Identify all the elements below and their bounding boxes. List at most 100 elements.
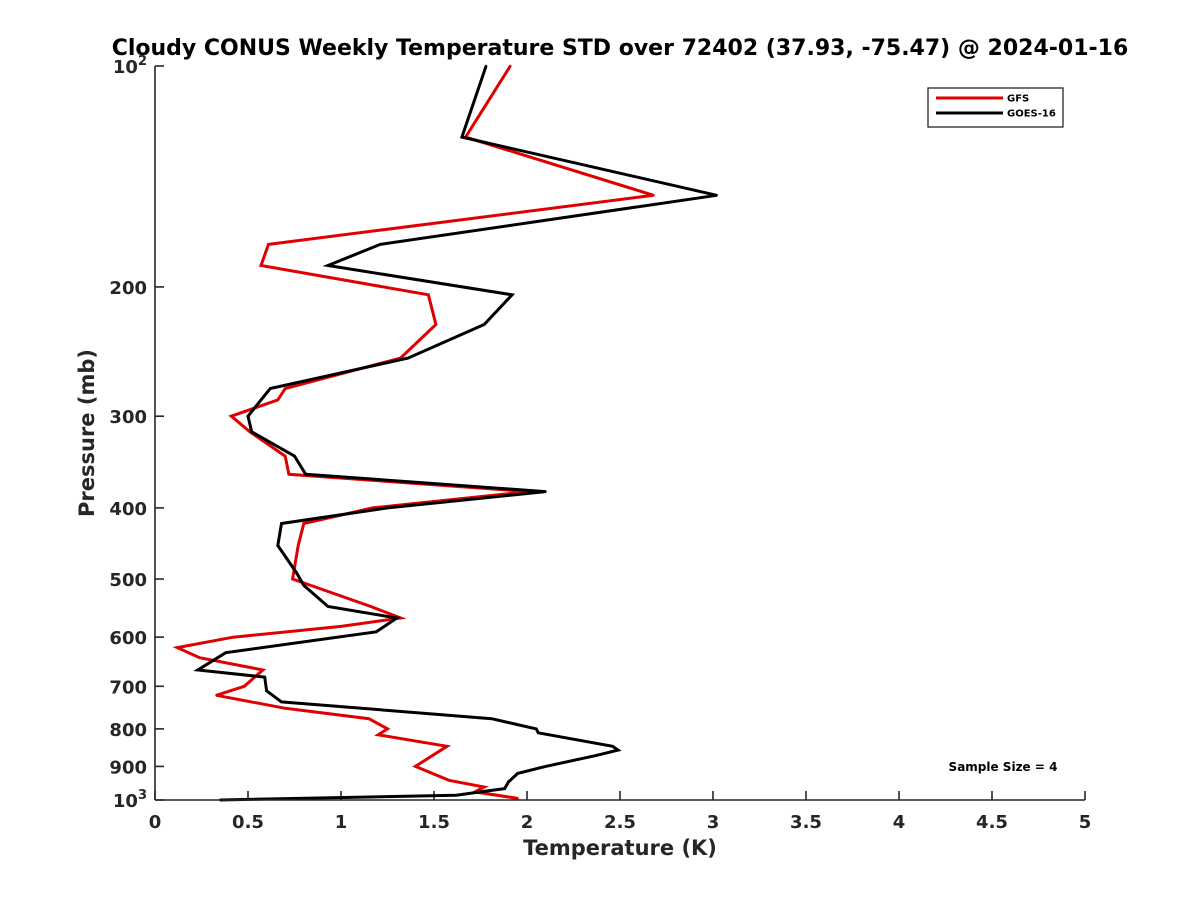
data-point-goes-16 <box>507 780 510 784</box>
data-point-goes-16 <box>224 651 227 654</box>
data-point-gfs <box>414 765 417 768</box>
sample-size-annotation: Sample Size = 4 <box>949 760 1058 774</box>
data-point-goes-16 <box>479 790 482 794</box>
data-point-goes-16 <box>293 454 296 458</box>
data-point-goes-16 <box>378 243 382 246</box>
series-line-gfs <box>172 65 654 800</box>
series-gfs <box>172 64 655 800</box>
data-point-gfs <box>447 779 451 782</box>
data-point-gfs <box>652 194 655 197</box>
legend-label: GOES-16 <box>1007 109 1056 120</box>
data-point-goes-16 <box>544 490 547 493</box>
y-tick-base: 10 <box>113 791 138 812</box>
y-tick-base: 10 <box>113 57 138 78</box>
data-point-gfs <box>339 625 343 628</box>
data-point-goes-16 <box>304 473 307 476</box>
data-point-goes-16 <box>265 689 268 693</box>
y-tick-label: 400 <box>109 499 147 520</box>
x-tick-label: 5 <box>1079 812 1092 833</box>
data-point-gfs <box>284 387 287 390</box>
y-tick-label: 500 <box>109 570 147 591</box>
data-point-gfs <box>259 264 263 267</box>
x-tick-label: 1 <box>335 812 348 833</box>
data-point-goes-16 <box>536 731 540 735</box>
y-tick-label: 600 <box>109 628 147 649</box>
data-point-goes-16 <box>295 571 298 574</box>
x-tick-label: 2.5 <box>604 812 636 833</box>
series-goes-16 <box>193 64 718 802</box>
data-point-gfs <box>215 694 218 697</box>
x-tick-label: 2 <box>521 812 534 833</box>
data-point-goes-16 <box>594 754 598 757</box>
data-point-goes-16 <box>250 430 253 433</box>
data-point-goes-16 <box>484 64 488 68</box>
y-tick-exponent: 2 <box>138 54 147 69</box>
data-point-gfs <box>231 635 235 639</box>
data-point-gfs <box>291 577 294 581</box>
x-tick-label: 4 <box>893 812 906 833</box>
legend-label: GFS <box>1007 94 1029 105</box>
x-tick-label: 3.5 <box>790 812 822 833</box>
data-point-goes-16 <box>611 745 614 748</box>
data-point-goes-16 <box>406 356 410 360</box>
data-point-goes-16 <box>375 630 378 634</box>
data-point-gfs <box>267 243 270 246</box>
data-point-gfs <box>516 797 519 800</box>
x-tick-label: 3 <box>707 812 720 833</box>
data-point-gfs <box>287 473 291 476</box>
data-point-goes-16 <box>715 194 718 197</box>
data-point-goes-16 <box>516 772 519 775</box>
y-tick-label: 800 <box>109 720 147 741</box>
data-point-goes-16 <box>503 787 506 790</box>
data-point-gfs <box>302 522 305 525</box>
data-point-goes-16 <box>246 415 250 418</box>
y-axis-label: Pressure (mb) <box>75 349 99 517</box>
x-tick-label: 0 <box>149 812 162 833</box>
data-point-gfs <box>198 656 201 659</box>
data-point-gfs <box>276 398 279 402</box>
data-point-goes-16 <box>280 522 283 525</box>
data-point-gfs <box>434 323 438 326</box>
data-point-gfs <box>509 64 512 68</box>
data-point-goes-16 <box>544 765 547 768</box>
data-point-gfs <box>369 605 372 608</box>
y-tick-label: 300 <box>109 407 147 428</box>
y-tick-label: 102 <box>113 54 147 78</box>
data-point-goes-16 <box>395 616 398 620</box>
data-point-gfs <box>386 727 389 731</box>
data-point-gfs <box>427 293 430 297</box>
x-axis-label: Temperature (K) <box>523 836 717 860</box>
data-point-gfs <box>284 707 287 710</box>
x-tick-label: 4.5 <box>976 812 1008 833</box>
y-tick-label: 700 <box>109 677 147 698</box>
data-point-gfs <box>367 717 371 720</box>
series-line-goes-16 <box>193 65 718 802</box>
data-point-gfs <box>445 745 449 748</box>
y-tick-label: 200 <box>109 278 147 299</box>
data-point-goes-16 <box>326 605 330 608</box>
data-point-gfs <box>230 415 233 418</box>
x-axis-ticks: 0 0.5 1 1.5 2 2.5 3 3.5 4 4.5 5 <box>149 791 1092 833</box>
data-point-goes-16 <box>460 135 464 139</box>
data-point-goes-16 <box>302 584 305 587</box>
data-point-goes-16 <box>510 293 514 297</box>
data-point-goes-16 <box>386 506 389 510</box>
chart-title: Cloudy CONUS Weekly Temperature STD over… <box>112 36 1129 61</box>
x-tick-label: 1.5 <box>418 812 450 833</box>
data-point-goes-16 <box>196 668 199 672</box>
y-tick-label: 103 <box>113 788 147 812</box>
data-point-goes-16 <box>535 727 538 731</box>
data-point-goes-16 <box>483 323 486 326</box>
legend: GFS GOES-16 <box>927 87 1064 128</box>
data-point-goes-16 <box>455 793 458 797</box>
data-point-gfs <box>176 646 179 649</box>
data-point-gfs <box>297 544 300 547</box>
data-point-goes-16 <box>269 387 272 390</box>
x-tick-label: 0.5 <box>232 812 264 833</box>
data-point-gfs <box>284 454 287 458</box>
data-point-goes-16 <box>259 398 263 402</box>
data-point-goes-16 <box>490 717 493 720</box>
series-layer <box>172 64 718 802</box>
y-tick-exponent: 3 <box>138 788 147 803</box>
